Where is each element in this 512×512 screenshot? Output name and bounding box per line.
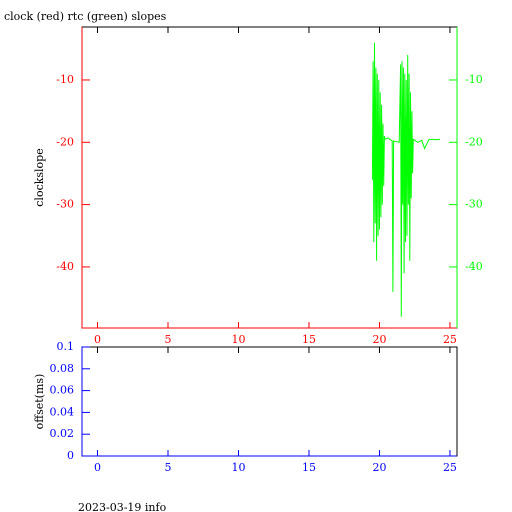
y2-tick-label: -30 — [465, 198, 483, 211]
x-tick-label: 10 — [231, 461, 245, 474]
x-tick-label: 5 — [164, 333, 171, 346]
x-tick-label: 20 — [372, 461, 386, 474]
y-tick-label: 0.06 — [50, 384, 75, 397]
y-axis-label: clockslope — [33, 148, 46, 206]
y-tick-label: 0.04 — [50, 405, 75, 418]
footer: 2023-03-19 info — [78, 501, 167, 512]
x-tick-label: 0 — [94, 461, 101, 474]
y-tick-label: -10 — [56, 73, 74, 86]
x-tick-label: 25 — [443, 461, 457, 474]
x-tick-label: 15 — [302, 333, 316, 346]
y-tick-label: 0.02 — [50, 427, 75, 440]
x-tick-label: 10 — [231, 333, 245, 346]
x-tick-label: 0 — [94, 333, 101, 346]
x-tick-label: 15 — [302, 461, 316, 474]
y2-tick-label: -10 — [465, 73, 483, 86]
y2-tick-label: -40 — [465, 260, 483, 273]
y-tick-label: -40 — [56, 260, 74, 273]
x-tick-label: 5 — [164, 461, 171, 474]
y-tick-label: -20 — [56, 135, 74, 148]
y-tick-label: 0 — [67, 449, 74, 462]
x-tick-label: 20 — [372, 333, 386, 346]
plot-frame — [81, 346, 458, 457]
y-tick-label: 0.08 — [50, 362, 75, 375]
y-axis-label: offset(ms) — [33, 374, 46, 430]
y-tick-label: 0.1 — [57, 340, 75, 353]
chart-title: clock (red) rtc (green) slopes — [4, 10, 167, 23]
y2-tick-label: -20 — [465, 135, 483, 148]
x-tick-label: 25 — [443, 333, 457, 346]
data-line — [371, 42, 441, 317]
y-tick-label: -30 — [56, 198, 74, 211]
